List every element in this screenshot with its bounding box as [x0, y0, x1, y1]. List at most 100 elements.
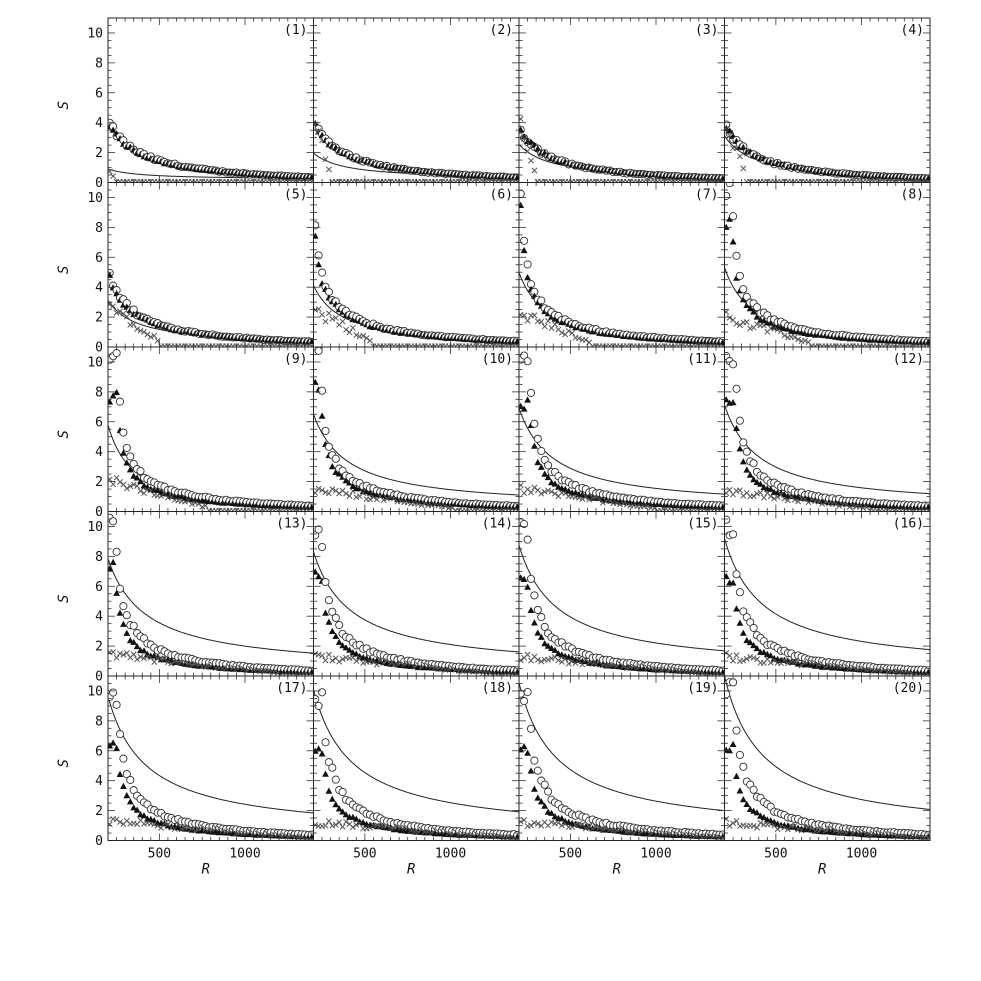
filled-triangle-point — [750, 641, 757, 649]
open-circle-point — [321, 426, 330, 435]
open-circle-point — [314, 251, 323, 260]
cross-point — [925, 343, 930, 347]
open-circle-point — [119, 754, 128, 763]
filled-triangle-point — [108, 271, 114, 278]
cross-point — [308, 672, 314, 676]
cross-point — [151, 332, 158, 339]
cross-point — [123, 485, 130, 492]
open-circle-point — [112, 700, 121, 709]
open-circle-point — [732, 384, 741, 393]
cross-point — [349, 824, 356, 831]
open-circle-point — [537, 612, 546, 622]
plot-area — [108, 268, 314, 347]
filled-triangle-point — [328, 463, 336, 470]
cross-point — [925, 507, 930, 512]
panel-10: (10) — [313, 346, 520, 512]
plot-area — [108, 348, 314, 512]
open-circle-point — [523, 260, 532, 269]
filled-triangle-point — [736, 619, 744, 626]
open-circle-point — [735, 416, 744, 425]
y-tick-label: 4 — [95, 774, 103, 789]
panel-label: (14) — [482, 517, 513, 532]
open-circle-point — [749, 459, 758, 468]
cross-point — [130, 321, 137, 328]
filled-triangle-point — [150, 817, 158, 824]
open-circle-point — [331, 613, 340, 622]
y-tick-label: 6 — [95, 251, 103, 266]
filled-triangle-point — [527, 606, 535, 613]
cross-point — [719, 178, 725, 183]
filled-triangle-point — [736, 445, 744, 452]
cross-point — [736, 487, 743, 494]
y-tick-label: 10 — [87, 684, 103, 699]
cross-point — [319, 311, 326, 318]
cross-point — [360, 332, 367, 339]
open-circle-point — [314, 525, 323, 534]
cross-point — [534, 656, 541, 663]
cross-point — [130, 481, 137, 488]
cross-point — [531, 312, 538, 319]
cross-point — [343, 818, 349, 825]
filled-triangle-point — [541, 470, 549, 477]
filled-triangle-point — [541, 802, 549, 809]
filled-triangle-point — [126, 637, 134, 644]
panel-13: (13) 0 2 4 6 8 10 S — [56, 511, 314, 685]
filled-triangle-point — [561, 485, 569, 492]
y-tick-label: 8 — [95, 221, 103, 236]
open-circle-point — [318, 688, 327, 697]
panel-6: (6) — [313, 182, 520, 348]
cross-point — [565, 660, 572, 667]
open-circle-point — [115, 397, 125, 406]
x-tick-label: 500 — [148, 847, 171, 862]
open-circle-point — [519, 189, 525, 198]
filled-triangle-point — [322, 770, 329, 777]
panel-label: (17) — [276, 681, 307, 696]
filled-triangle-point — [746, 471, 754, 478]
cross-point — [108, 301, 113, 308]
cross-point — [528, 489, 534, 496]
cross-point — [168, 660, 175, 667]
filled-triangle-point — [544, 642, 552, 649]
filled-triangle-point — [113, 744, 120, 752]
filled-triangle-point — [352, 650, 360, 657]
open-circle-point — [520, 697, 529, 706]
filled-triangle-point — [750, 476, 757, 483]
cross-point — [582, 337, 589, 343]
model-curve — [108, 558, 314, 654]
filled-triangle-point — [113, 589, 120, 596]
cross-point — [325, 310, 332, 317]
cross-point — [315, 651, 322, 658]
filled-triangle-point — [544, 473, 552, 481]
filled-triangle-point — [743, 301, 751, 308]
cross-point — [726, 486, 733, 493]
filled-triangle-point — [328, 627, 336, 634]
cross-point — [747, 653, 754, 660]
open-circle-point — [732, 570, 741, 579]
panel-frame — [518, 511, 725, 677]
panel-12: (12) — [724, 346, 931, 512]
cross-point — [771, 495, 778, 502]
filled-triangle-point — [733, 605, 740, 612]
cross-point — [329, 822, 336, 829]
panel-label: (9) — [284, 352, 307, 367]
plot-area — [724, 515, 930, 676]
cross-point — [548, 655, 555, 662]
open-circle-point — [530, 419, 539, 428]
cross-point — [552, 490, 558, 497]
filled-triangle-point — [108, 565, 114, 572]
cross-point — [514, 672, 519, 676]
cross-point — [325, 166, 332, 173]
plot-area — [313, 221, 519, 347]
open-circle-point — [725, 182, 734, 188]
open-circle-point — [724, 191, 731, 200]
panel-label: (3) — [695, 23, 718, 38]
cross-point — [315, 485, 322, 492]
y-tick-label: 6 — [95, 580, 103, 595]
cross-point — [308, 836, 314, 841]
filled-triangle-point — [313, 378, 319, 385]
panel-5: (5) 0 2 4 6 8 10 S — [56, 182, 314, 356]
filled-triangle-point — [335, 638, 343, 645]
filled-triangle-point — [534, 145, 542, 152]
cross-point — [740, 657, 747, 664]
cross-point — [740, 165, 747, 172]
